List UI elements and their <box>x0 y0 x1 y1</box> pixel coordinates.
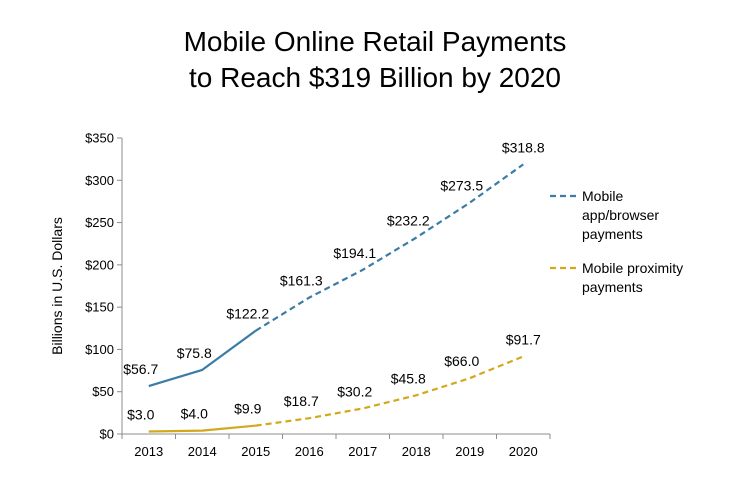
x-tick-label: 2016 <box>295 444 324 459</box>
series-1-data-label: $122.2 <box>226 306 269 322</box>
x-tick-label: 2020 <box>509 444 538 459</box>
series-1-line-actual <box>148 329 257 388</box>
chart-title-line-2: to Reach $319 Billion by 2020 <box>188 62 562 93</box>
x-tick-label: 2018 <box>402 444 431 459</box>
legend-label-2: Mobile proximity <box>582 260 683 276</box>
series-1-data-label: $318.8 <box>502 139 545 155</box>
series-2-data-label: $30.2 <box>337 383 372 399</box>
y-tick-label: $250 <box>85 215 114 230</box>
y-tick-label: $100 <box>85 342 114 357</box>
series-2-line-projected <box>255 355 524 427</box>
legend-label-2: payments <box>582 279 643 295</box>
series-2-data-label: $66.0 <box>444 353 479 369</box>
y-tick-label: $200 <box>85 257 114 272</box>
y-tick-label: $300 <box>85 173 114 188</box>
x-tick-label: 2014 <box>188 444 217 459</box>
series-1-data-label: $56.7 <box>123 361 158 377</box>
series-1-data-label: $232.2 <box>387 213 430 229</box>
y-axis-title: Billions in U.S. Dollars <box>49 217 65 355</box>
series-2-data-label: $91.7 <box>506 331 541 347</box>
series-2-line-actual <box>148 424 256 433</box>
series-2-data-label: $9.9 <box>234 401 261 417</box>
legend-label-1: app/browser <box>582 207 659 223</box>
x-tick-label: 2019 <box>455 444 484 459</box>
series-1-data-label: $194.1 <box>333 245 376 261</box>
x-tick-label: 2015 <box>241 444 270 459</box>
y-tick-label: $50 <box>92 384 114 399</box>
y-tick-label: $0 <box>100 427 114 442</box>
series-1-data-label: $161.3 <box>280 273 323 289</box>
x-tick-label: 2013 <box>134 444 163 459</box>
x-tick-label: 2017 <box>348 444 377 459</box>
legend-label-1: payments <box>582 226 643 242</box>
y-tick-label: $350 <box>85 131 114 146</box>
series-1-line-projected <box>255 163 524 332</box>
series-1-data-label: $75.8 <box>177 345 212 361</box>
chart-title-line-1: Mobile Online Retail Payments <box>183 26 567 57</box>
series-2-data-label: $4.0 <box>181 406 208 422</box>
series-2-data-label: $45.8 <box>391 370 426 386</box>
series-2-data-label: $3.0 <box>127 406 154 422</box>
series-1-data-label: $273.5 <box>440 178 483 194</box>
y-tick-label: $150 <box>85 300 114 315</box>
legend-label-1: Mobile <box>582 188 623 204</box>
series-2-data-label: $18.7 <box>284 393 319 409</box>
